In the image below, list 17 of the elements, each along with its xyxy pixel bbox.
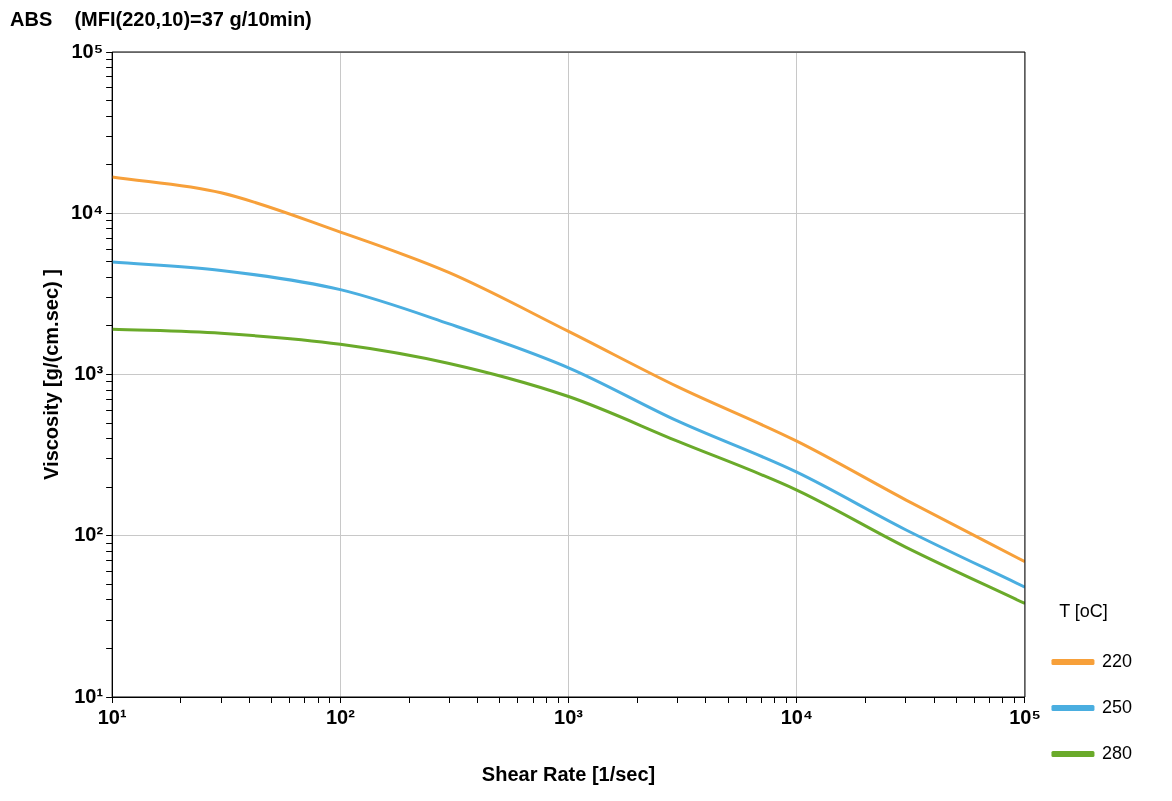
x-tick-label: 10² bbox=[325, 705, 356, 728]
x-tick-label: 10³ bbox=[554, 705, 584, 728]
legend-label: 250 bbox=[1101, 696, 1133, 717]
y-tick-label: 10⁴ bbox=[71, 200, 104, 223]
legend-label: 280 bbox=[1101, 742, 1133, 763]
y-axis-title: Viscosity [g/(cm.sec) ] bbox=[39, 269, 62, 480]
chart-title: ABS (MFI(220,10)=37 g/10min) bbox=[10, 7, 312, 30]
legend-label: 220 bbox=[1101, 650, 1133, 671]
y-tick-label: 10¹ bbox=[74, 684, 104, 707]
legend-title: T [oC] bbox=[1059, 601, 1108, 622]
y-tick-label: 10³ bbox=[74, 362, 104, 385]
x-axis-title: Shear Rate [1/sec] bbox=[481, 762, 656, 785]
y-tick-label: 10⁵ bbox=[71, 39, 104, 62]
x-tick-label: 10¹ bbox=[97, 705, 127, 728]
x-tick-label: 10⁵ bbox=[1009, 705, 1041, 728]
x-tick-label: 10⁴ bbox=[780, 705, 813, 728]
y-tick-label: 10² bbox=[74, 523, 104, 546]
